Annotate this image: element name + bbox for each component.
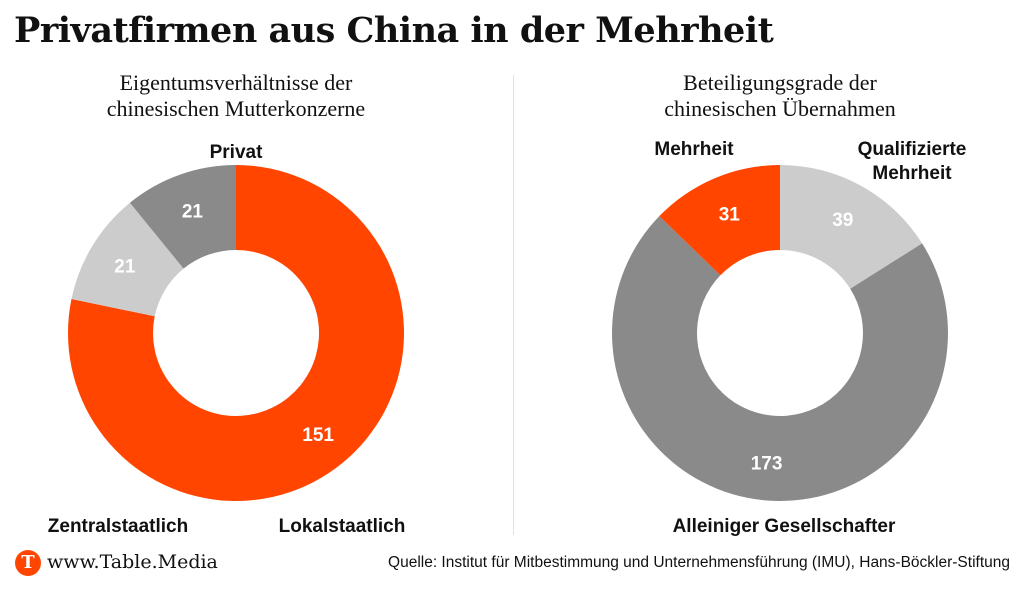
logo-letter: T xyxy=(15,550,41,576)
slice-category-label: Mehrheit xyxy=(872,163,952,184)
right-donut-chart: 39 Qualifizierte Mehrheit 173 Alleiniger Ges… xyxy=(0,0,1024,545)
slice-category-label: Mehrheit xyxy=(654,139,734,160)
footer-site: www.Table.Media xyxy=(47,551,218,573)
slice-value-label: 31 xyxy=(719,204,741,225)
slice-category-label: Qualifizierte xyxy=(858,139,967,160)
slice-value-label: 173 xyxy=(751,453,783,474)
table-media-logo: T xyxy=(15,550,41,576)
footer-source: Quelle: Institut für Mitbestimmung und U… xyxy=(388,554,1010,572)
slice-category-label: Alleiniger Gesellschafter xyxy=(673,516,896,537)
slice-value-label: 39 xyxy=(832,210,853,231)
